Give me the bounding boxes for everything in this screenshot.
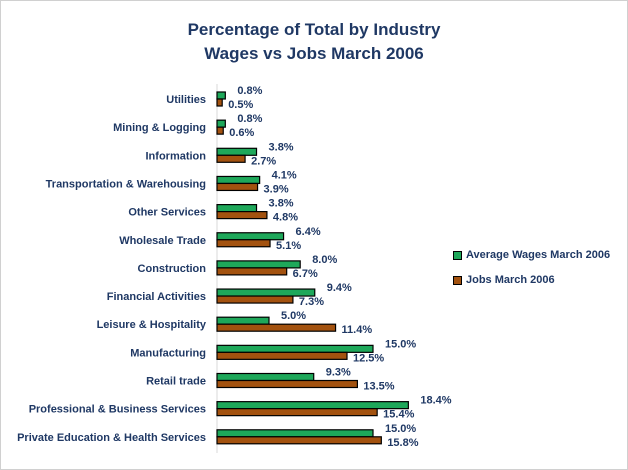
bar-jobs (216, 267, 288, 276)
legend-swatch-jobs (453, 275, 462, 285)
category-label: Other Services (128, 207, 206, 219)
legend-swatch-wages (453, 250, 462, 260)
data-label: 6.4% (296, 226, 321, 238)
data-label: 0.8% (237, 85, 262, 97)
bar-wages (216, 344, 374, 353)
data-label: 3.8% (269, 198, 294, 210)
bar-jobs (216, 408, 378, 417)
bar-wages (216, 429, 374, 438)
data-label: 5.0% (281, 310, 306, 322)
data-label: 3.9% (264, 183, 289, 195)
category-label: Information (146, 150, 207, 162)
bar-jobs (216, 323, 337, 332)
data-label: 15.4% (383, 409, 414, 421)
bar-jobs (216, 436, 382, 445)
bar-jobs (216, 126, 224, 135)
bar-jobs (216, 98, 223, 107)
bar-wages (216, 175, 261, 185)
legend-label-jobs: Jobs March 2006 (466, 274, 555, 286)
bar-jobs (216, 351, 348, 360)
bar-jobs (216, 379, 358, 389)
data-label: 2.7% (251, 155, 276, 167)
data-label: 3.8% (269, 141, 294, 153)
data-label: 0.5% (228, 99, 253, 111)
category-label: Professional & Business Services (29, 404, 206, 416)
data-label: 5.1% (276, 240, 301, 252)
category-label: Transportation & Warehousing (46, 178, 206, 190)
bar-jobs (216, 295, 294, 304)
category-label: Private Education & Health Services (17, 432, 206, 444)
bar-wages (216, 316, 270, 325)
data-label: 4.1% (272, 169, 297, 181)
legend-item-jobs: Jobs March 2006 (453, 274, 555, 286)
data-label: 0.6% (229, 127, 254, 139)
category-label: Retail trade (146, 376, 206, 388)
data-label: 13.5% (363, 381, 394, 393)
data-label: 8.0% (312, 254, 337, 266)
bar-jobs (216, 182, 259, 192)
bar-wages (216, 232, 285, 241)
bar-wages (216, 147, 258, 156)
data-label: 15.8% (387, 437, 418, 449)
data-label: 9.3% (326, 367, 351, 379)
bar-jobs (216, 154, 246, 163)
data-label: 9.4% (327, 282, 352, 294)
data-label: 6.7% (293, 268, 318, 280)
category-label: Utilities (166, 94, 206, 106)
data-label: 15.0% (385, 423, 416, 435)
bar-wages (216, 119, 226, 128)
data-label: 4.8% (273, 212, 298, 224)
legend-item-wages: Average Wages March 2006 (453, 249, 610, 261)
chart-subtitle: Wages vs Jobs March 2006 (204, 44, 424, 63)
data-label: 0.8% (237, 113, 262, 125)
category-label: Construction (138, 263, 207, 275)
bar-wages (216, 260, 301, 269)
bar-wages (216, 288, 316, 297)
category-label: Mining & Logging (113, 122, 206, 134)
data-label: 15.0% (385, 338, 416, 350)
bar-wages (216, 401, 409, 410)
data-label: 11.4% (342, 324, 373, 336)
legend-label-wages: Average Wages March 2006 (466, 249, 611, 261)
bar-wages (216, 204, 258, 213)
category-label: Financial Activities (107, 291, 206, 303)
category-label: Manufacturing (130, 347, 206, 359)
data-label: 7.3% (299, 296, 324, 308)
bar-wages (216, 91, 226, 100)
data-label: 18.4% (420, 395, 451, 407)
data-label: 12.5% (353, 352, 384, 364)
chart-title: Percentage of Total by Industry (187, 20, 441, 39)
bar-jobs (216, 211, 268, 220)
bar-wages (216, 372, 315, 382)
category-label: Leisure & Hospitality (97, 319, 207, 331)
bar-jobs (216, 239, 271, 248)
category-label: Wholesale Trade (119, 235, 206, 247)
